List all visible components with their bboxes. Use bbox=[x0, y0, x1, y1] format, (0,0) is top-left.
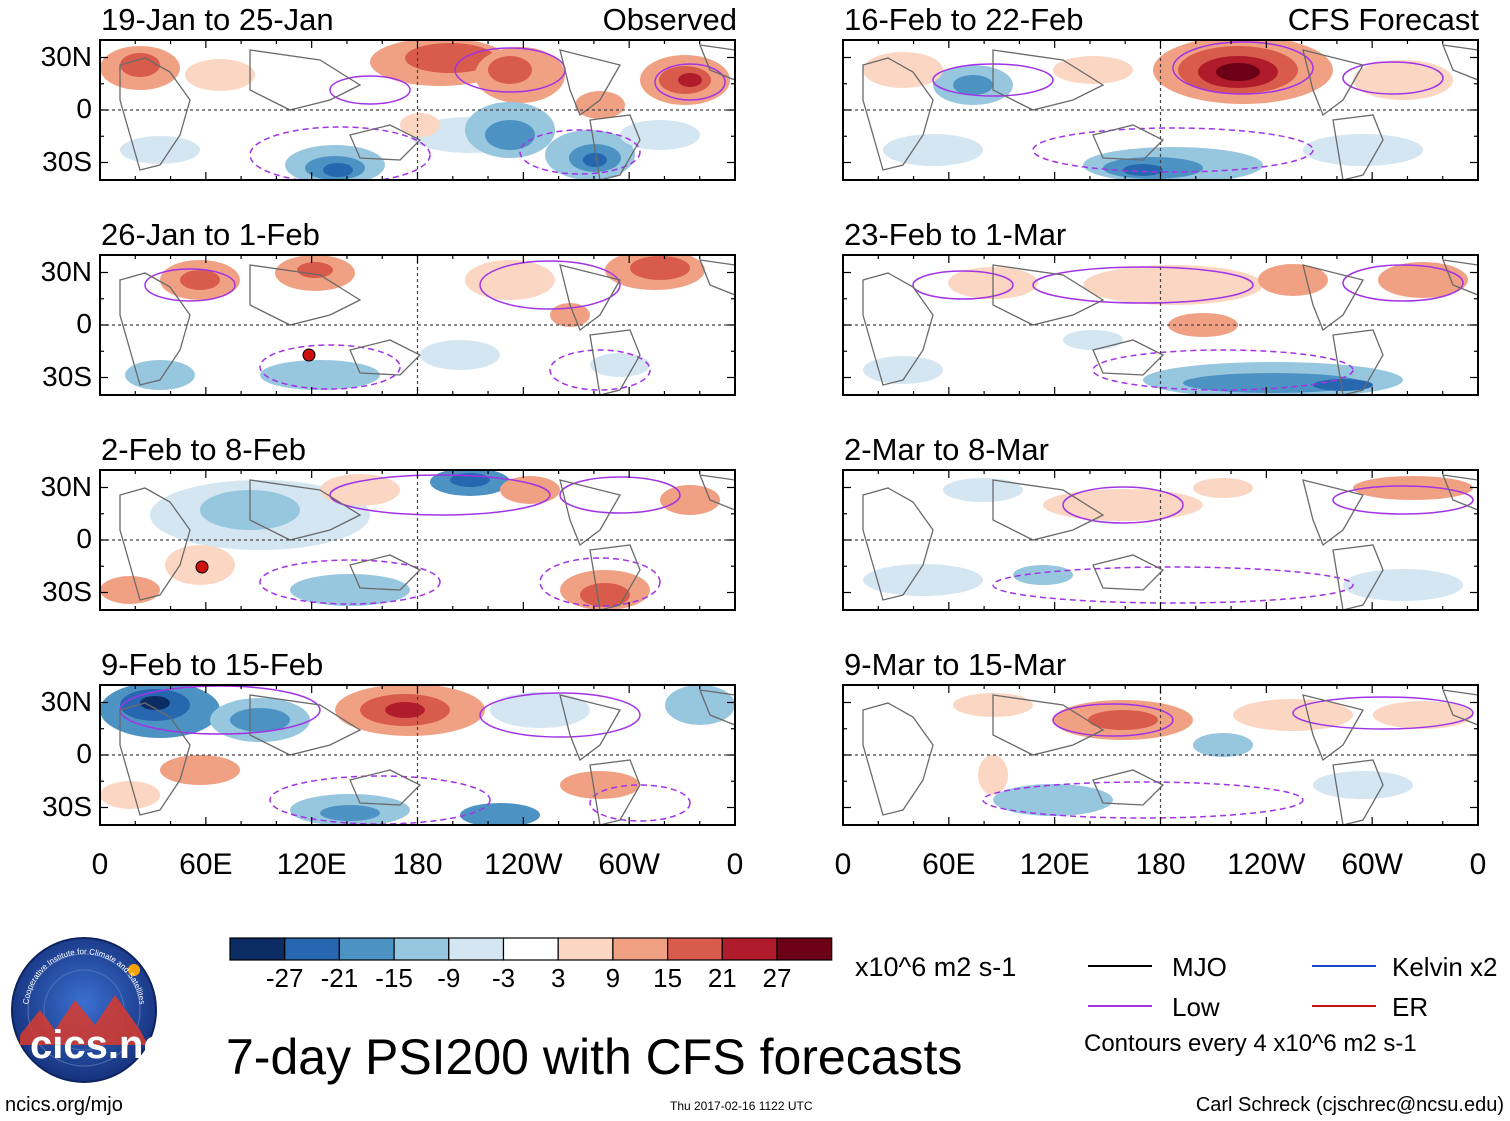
lon-label: 120W bbox=[484, 848, 563, 881]
lat-label: 0 bbox=[76, 738, 92, 769]
lat-label: 0 bbox=[76, 308, 92, 339]
lat-label: 30S bbox=[42, 360, 92, 392]
colorbar-cell bbox=[229, 937, 286, 961]
colorbar-cell bbox=[612, 937, 669, 961]
lon-label: 60W bbox=[1341, 848, 1403, 881]
colorbar-tick-label: 21 bbox=[707, 963, 737, 993]
colorbar-tick-label: 27 bbox=[762, 963, 792, 993]
panel-title-forecast-3: 2-Mar to 8-Mar bbox=[844, 432, 1049, 467]
panel-title-observed-1: 19-Jan to 25-Jan bbox=[101, 2, 334, 37]
lat-label: 30S bbox=[42, 790, 92, 822]
cics-logo: Cooperative Institute for Climate and Sa… bbox=[11, 937, 157, 1083]
colorbar-cell bbox=[284, 937, 341, 961]
panel-frame bbox=[842, 254, 1479, 396]
panel-source-forecast: CFS Forecast bbox=[1287, 2, 1479, 37]
colorbar-tick-label: -3 bbox=[491, 963, 516, 993]
lon-label: 60E bbox=[179, 848, 233, 881]
legend-label-er: ER bbox=[1392, 992, 1429, 1022]
lon-label: 60E bbox=[922, 848, 976, 881]
panel-source-observed: Observed bbox=[602, 2, 737, 37]
panel-frame bbox=[842, 684, 1479, 826]
panel-frame bbox=[99, 39, 736, 181]
map-panel-observed-4 bbox=[100, 685, 735, 825]
lon-label: 0 bbox=[834, 848, 852, 881]
legend-label-kelvin: Kelvin x2 bbox=[1392, 952, 1498, 982]
map-panel-observed-1 bbox=[100, 40, 735, 180]
lat-label: 30N bbox=[40, 685, 92, 717]
panel-title-observed-3: 2-Feb to 8-Feb bbox=[101, 432, 307, 467]
lon-label: 120E bbox=[276, 848, 347, 881]
colorbar-tick-label: -27 bbox=[265, 963, 304, 993]
footer-timestamp: Thu 2017-02-16 1122 UTC bbox=[670, 1099, 813, 1113]
colorbar-tick-label: 9 bbox=[605, 963, 621, 993]
colorbar-cell bbox=[666, 937, 723, 961]
panel-title-observed-4: 9-Feb to 15-Feb bbox=[101, 647, 324, 682]
lat-label: 30S bbox=[42, 145, 92, 177]
colorbar-cell bbox=[393, 937, 450, 961]
colorbar-cell bbox=[776, 937, 833, 961]
panel-title-forecast-1: 16-Feb to 22-Feb bbox=[844, 2, 1084, 37]
panel-title-forecast-4: 9-Mar to 15-Mar bbox=[844, 647, 1067, 682]
lat-label: 0 bbox=[76, 523, 92, 554]
lat-label: 30S bbox=[42, 575, 92, 607]
lon-label: 0 bbox=[1469, 848, 1487, 881]
colorbar-tick-label: -9 bbox=[437, 963, 461, 993]
legend-label-low: Low bbox=[1172, 992, 1220, 1022]
panel-frame bbox=[842, 39, 1479, 181]
lon-label: 120W bbox=[1227, 848, 1306, 881]
panel-title-forecast-2: 23-Feb to 1-Mar bbox=[844, 217, 1067, 252]
lon-label: 0 bbox=[91, 848, 109, 881]
main-title: 7-day PSI200 with CFS forecasts bbox=[226, 1029, 963, 1085]
colorbar-cell bbox=[557, 937, 614, 961]
lon-label: 180 bbox=[392, 848, 443, 881]
lat-label: 0 bbox=[76, 93, 92, 124]
panel-frame bbox=[842, 469, 1479, 611]
lon-label: 180 bbox=[1135, 848, 1186, 881]
panel-frame bbox=[99, 684, 736, 826]
legend-note: Contours every 4 x10^6 m2 s-1 bbox=[1084, 1030, 1417, 1057]
colorbar-units: x10^6 m2 s-1 bbox=[855, 952, 1017, 982]
colorbar-cell bbox=[338, 937, 395, 961]
colorbar-tick-label: 15 bbox=[653, 963, 683, 993]
colorbar-tick-label: -15 bbox=[375, 963, 413, 993]
lat-label: 30N bbox=[40, 255, 92, 287]
panel-frame bbox=[99, 469, 736, 611]
panel-frame bbox=[99, 254, 736, 396]
panel-title-observed-2: 26-Jan to 1-Feb bbox=[101, 217, 320, 252]
logo-text: cics.nc bbox=[30, 1023, 166, 1067]
colorbar bbox=[229, 937, 833, 961]
legend bbox=[1088, 965, 1376, 1007]
colorbar-cell bbox=[721, 937, 778, 961]
colorbar-cell bbox=[502, 937, 559, 961]
lon-label: 60W bbox=[598, 848, 660, 881]
footer-credit: Carl Schreck (cjschrec@ncsu.edu) bbox=[1195, 1094, 1504, 1116]
footer-url: ncics.org/mjo bbox=[5, 1094, 123, 1116]
colorbar-cell bbox=[448, 937, 505, 961]
colorbar-tick-label: -21 bbox=[320, 963, 359, 993]
lon-label: 120E bbox=[1019, 848, 1090, 881]
lat-label: 30N bbox=[40, 40, 92, 72]
colorbar-tick-label: 3 bbox=[550, 963, 566, 993]
lat-label: 30N bbox=[40, 470, 92, 502]
legend-label-mjo: MJO bbox=[1172, 952, 1227, 982]
lon-label: 0 bbox=[726, 848, 744, 881]
panel-frames bbox=[99, 39, 1479, 826]
